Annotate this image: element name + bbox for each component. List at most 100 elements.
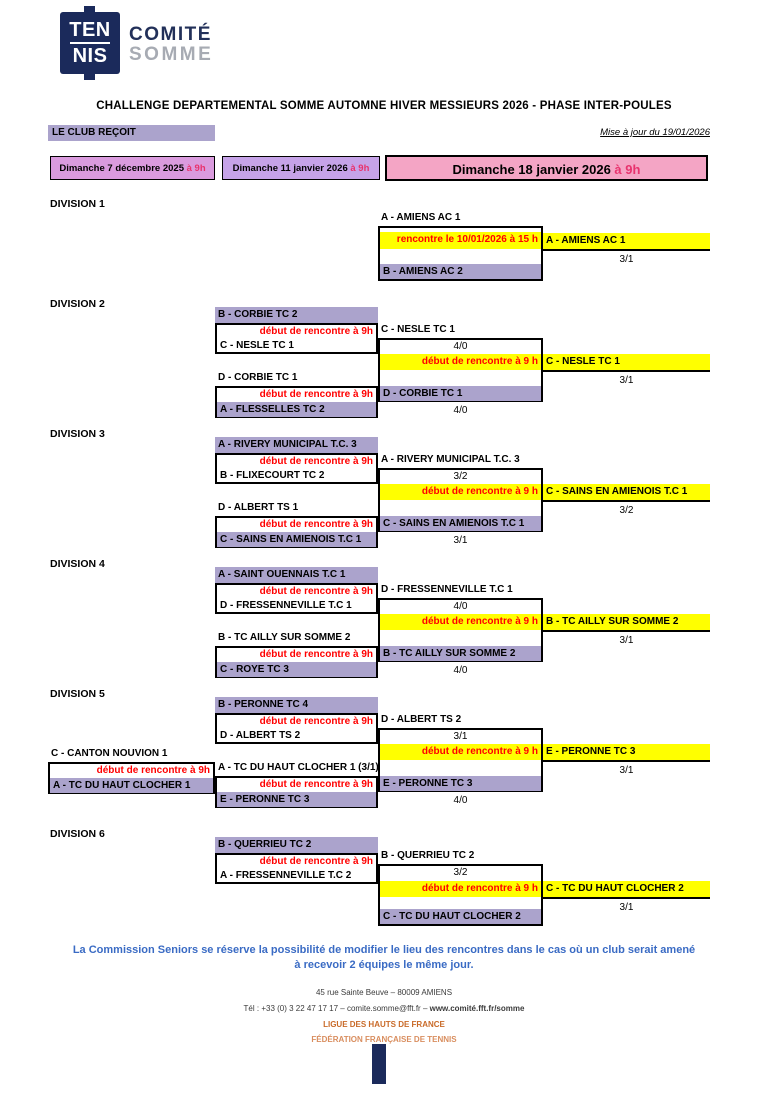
date-header-text: Dimanche 18 janvier 2026: [452, 162, 615, 177]
page-title: CHALLENGE DEPARTEMENTAL SOMME AUTOMNE HI…: [96, 100, 672, 112]
match-score: 4/0: [453, 405, 468, 416]
bracket-box: [378, 468, 543, 532]
logo-tab-bottom: [84, 73, 95, 80]
match-score: 4/0: [453, 601, 468, 612]
winner-cell: A - AMIENS AC 1: [543, 233, 710, 251]
org-name-somme: SOMME: [129, 44, 214, 65]
match-note: rencontre le 10/01/2026 à 15 h: [380, 232, 541, 249]
winner-cell: C - TC DU HAUT CLOCHER 2: [543, 881, 710, 899]
bracket-box: [378, 226, 543, 281]
team-cell-host: B - CORBIE TC 2: [215, 307, 378, 323]
bracket-box: [378, 728, 543, 792]
team-cell-host: A - SAINT OUENNAIS T.C 1: [215, 567, 378, 583]
team-cell: A - RIVERY MUNICIPAL T.C. 3: [381, 454, 520, 465]
team-cell: D - ALBERT TS 2: [220, 730, 301, 741]
match-score: 3/2: [453, 471, 468, 482]
org-name-comite: COMITÉ: [129, 24, 212, 45]
team-cell: D - ALBERT TS 2: [381, 714, 462, 725]
team-cell: C - NESLE TC 1: [381, 324, 455, 335]
match-note: début de rencontre à 9h: [259, 779, 373, 790]
match-note: début de rencontre à 9 h: [380, 354, 541, 370]
match-score: 4/0: [453, 795, 468, 806]
match-note: début de rencontre à 9h: [96, 765, 210, 776]
team-cell-host: A - TC DU HAUT CLOCHER 1: [50, 778, 213, 793]
match-score: 3/2: [619, 505, 634, 516]
ligue-line: LIGUE DES HAUTS DE FRANCE: [323, 1020, 445, 1029]
bracket-box: [215, 453, 378, 484]
team-cell-host: E - PERONNE TC 3: [380, 776, 541, 791]
federation-line: FÉDÉRATION FRANÇAISE DE TENNIS: [311, 1035, 457, 1044]
bracket-box: [215, 516, 378, 548]
match-score: 3/1: [619, 765, 634, 776]
winner-cell: E - PERONNE TC 3: [543, 744, 710, 762]
winner-cell: C - NESLE TC 1: [543, 354, 710, 372]
team-cell: B - FLIXECOURT TC 2: [220, 470, 325, 481]
notice-line1: La Commission Seniors se réserve la poss…: [72, 944, 696, 956]
bracket-box: [378, 598, 543, 662]
team-cell-host: B - AMIENS AC 2: [380, 264, 541, 279]
contact-prefix: Tél : +33 (0) 3 22 47 17 17 – comite.som…: [243, 1004, 430, 1013]
division-label: DIVISION 3: [50, 428, 105, 440]
team-cell: A - FRESSENNEVILLE T.C 2: [220, 870, 352, 881]
logo-text-bottom: NIS: [72, 45, 108, 67]
date-header-text: Dimanche 11 janvier 2026: [232, 163, 351, 174]
team-cell-host: E - PERONNE TC 3: [217, 792, 376, 807]
team-cell-host: A - RIVERY MUNICIPAL T.C. 3: [215, 437, 378, 453]
bracket-box: [215, 713, 378, 744]
match-note: début de rencontre à 9h: [259, 389, 373, 400]
fft-logo-fragment: [372, 1044, 386, 1084]
division-label: DIVISION 4: [50, 558, 105, 570]
match-score: 3/1: [453, 535, 468, 546]
team-cell: C - NESLE TC 1: [220, 340, 294, 351]
match-score: 3/1: [619, 902, 634, 913]
team-cell: D - ALBERT TS 1: [218, 502, 299, 513]
match-score: 3/1: [619, 254, 634, 265]
team-cell: D - CORBIE TC 1: [218, 372, 298, 383]
team-cell-host: C - SAINS EN AMIENOIS T.C 1: [380, 516, 541, 531]
team-cell: B - QUERRIEU TC 2: [381, 850, 475, 861]
team-cell-host: B - QUERRIEU TC 2: [215, 837, 378, 853]
team-cell-host: B - TC AILLY SUR SOMME 2: [380, 646, 541, 661]
bracket-box: [215, 853, 378, 884]
winner-cell: C - SAINS EN AMIENOIS T.C 1: [543, 484, 710, 502]
logo-divider: [70, 42, 110, 44]
match-score: 3/1: [619, 375, 634, 386]
updated-date: Mise à jour du 19/01/2026: [600, 127, 710, 138]
team-cell-host: C - ROYE TC 3: [217, 662, 376, 677]
match-note: début de rencontre à 9h: [259, 456, 373, 467]
match-score: 3/1: [619, 635, 634, 646]
team-cell-host: A - FLESSELLES TC 2: [217, 402, 376, 417]
date-header-time: à 9h: [186, 163, 206, 174]
date-header-time: à 9h: [350, 163, 370, 174]
division-label: DIVISION 6: [50, 828, 105, 840]
match-note: début de rencontre à 9h: [259, 856, 373, 867]
match-note: début de rencontre à 9h: [259, 716, 373, 727]
match-score: 4/0: [453, 341, 468, 352]
bracket-box: [215, 386, 378, 418]
team-cell-host: D - CORBIE TC 1: [380, 386, 541, 401]
seniors-commission-notice: La Commission Seniors se réserve la poss…: [30, 943, 738, 973]
bracket-box: [48, 762, 215, 794]
date-header-time: à 9h: [614, 162, 641, 177]
team-cell: A - TC DU HAUT CLOCHER 1 (3/1): [218, 762, 379, 773]
match-note: début de rencontre à 9 h: [380, 614, 541, 630]
address-line: 45 rue Sainte Beuve – 80009 AMIENS: [315, 988, 453, 997]
contact-line: Tél : +33 (0) 3 22 47 17 17 – comite.som…: [0, 1004, 768, 1013]
bracket-box: [378, 338, 543, 402]
bracket-box: [215, 776, 378, 808]
match-note: début de rencontre à 9h: [259, 649, 373, 660]
team-cell: D - FRESSENNEVILLE T.C 1: [220, 600, 352, 611]
date-header-text: Dimanche 7 décembre 2025: [59, 163, 187, 174]
team-cell: B - TC AILLY SUR SOMME 2: [218, 632, 351, 643]
contact-website: www.comité.fft.fr/somme: [429, 1004, 525, 1013]
match-score: 3/1: [453, 731, 468, 742]
match-note: début de rencontre à 9 h: [380, 881, 541, 897]
bracket-box: [215, 583, 378, 614]
division-label: DIVISION 1: [50, 198, 105, 210]
match-note: début de rencontre à 9h: [259, 586, 373, 597]
date-header-dec7: Dimanche 7 décembre 2025 à 9h: [50, 156, 215, 180]
bracket-box: [215, 323, 378, 354]
date-header-jan18: Dimanche 18 janvier 2026 à 9h: [385, 155, 708, 181]
bracket-box: [378, 864, 543, 926]
